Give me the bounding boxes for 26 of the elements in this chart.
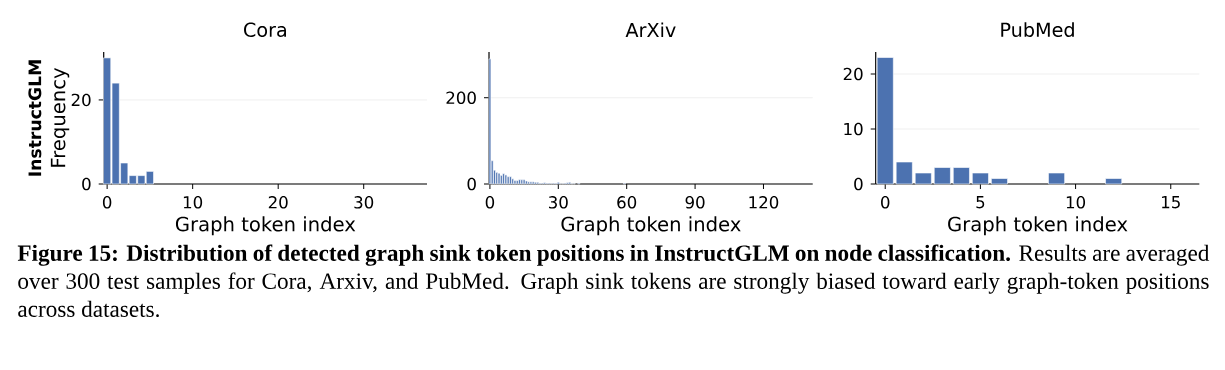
x-tick-label: 60: [617, 196, 637, 209]
x-axis-title: Graph token index: [561, 216, 741, 236]
x-tick-label: 30: [548, 196, 568, 209]
x-tick-label: 20: [268, 196, 288, 209]
x-tick-label: 120: [749, 196, 779, 209]
x-tick-label: 15: [1162, 196, 1180, 209]
chart-title: PubMed: [1001, 22, 1074, 38]
x-tick-label: 5: [976, 196, 985, 209]
y-tick-label: 0: [854, 177, 863, 191]
y-axis-title: Frequency: [50, 67, 70, 167]
x-tick-label: 30: [354, 196, 374, 209]
y-tick-label: 10: [844, 122, 863, 136]
x-tick-label: 0: [881, 196, 890, 209]
x-tick-label: 0: [102, 196, 112, 209]
y-tick-label: 20: [843, 67, 863, 81]
x-tick-label: 0: [485, 196, 495, 209]
text: Figure 15: Distribution of detected graph sink token positions in InstructGLM on node classification. Results are averaged over 300 test samples for Cora, Arxiv, and PubMed. Graph sink tokens are strongly biased toward early graph-token positions across datasets.: [17, 244, 1210, 318]
y-tick-label: 200: [446, 91, 476, 105]
text: InstructGLM: [28, 60, 42, 176]
chart-title: ArXiv: [625, 22, 676, 38]
x-tick-label: 10: [183, 196, 203, 209]
chart-title: Cora: [244, 22, 286, 38]
x-tick-label: 10: [1066, 196, 1086, 209]
x-axis-title: Graph token index: [948, 216, 1128, 236]
x-axis-title: Graph token index: [175, 216, 356, 236]
x-tick-label: 90: [685, 196, 705, 209]
